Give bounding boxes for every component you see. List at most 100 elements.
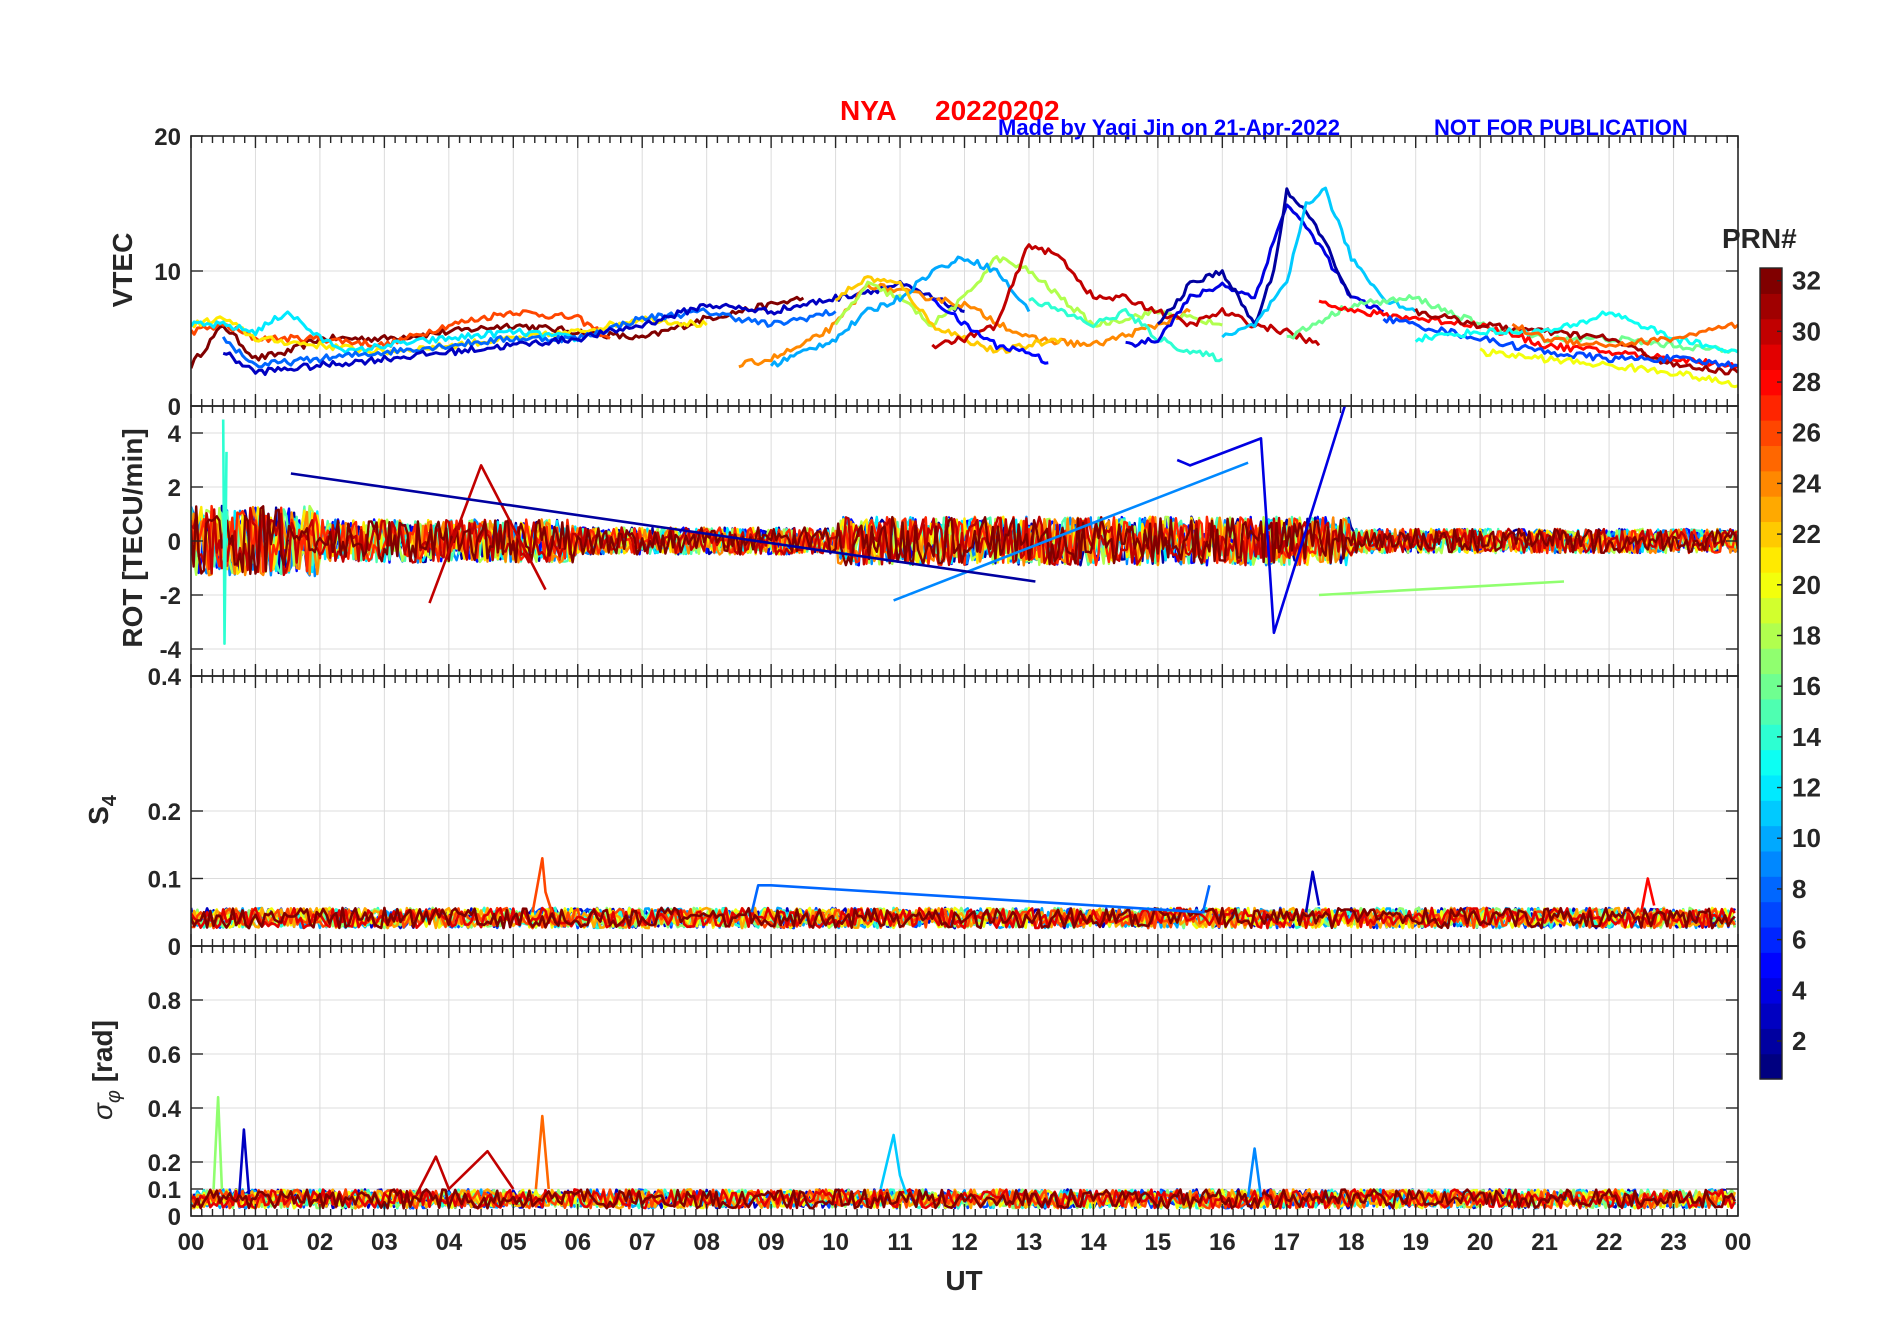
s4-series-line: [531, 856, 554, 913]
sigma_phi-series-line: [879, 1133, 908, 1195]
vtec-series-line: [1511, 321, 1738, 349]
colorbar-segment: [1760, 546, 1782, 573]
x-tick-label: 15: [1145, 1229, 1172, 1256]
y-tick-label: 0: [168, 934, 181, 961]
x-tick-label: 03: [371, 1229, 398, 1256]
colorbar-tick-label: 28: [1792, 367, 1821, 397]
colorbar-tick-label: 8: [1792, 874, 1806, 904]
rot-series-line: [893, 461, 1249, 602]
colorbar-segment: [1760, 876, 1782, 903]
vtec-ticks: 0 10 20: [154, 124, 1739, 421]
vtec-series-line: [1382, 315, 1738, 369]
colorbar-segment: [1760, 622, 1782, 649]
x-tick-label: 06: [564, 1229, 591, 1256]
x-tick-label: 21: [1531, 1229, 1558, 1256]
sigma-phi-panel: 00.10.2 0.4 0.6 0.8: [148, 945, 1739, 1231]
y-tick-label: 0.4: [148, 1096, 182, 1123]
colorbar-tick-label: 12: [1792, 773, 1821, 803]
x-tick-label: 04: [435, 1229, 462, 1256]
colorbar-segment: [1760, 420, 1782, 447]
colorbar-segment: [1760, 926, 1782, 953]
y-tick-label: 0.1: [148, 1177, 181, 1204]
s4-ticks: 0 0.1 0.2 0.4: [148, 664, 1739, 961]
x-tick-label: 18: [1338, 1229, 1365, 1256]
rot-series-line: [1176, 406, 1347, 635]
colorbar-segment: [1760, 496, 1782, 523]
colorbar-tick-label: 24: [1792, 468, 1821, 498]
colorbar-tick-label: 6: [1792, 925, 1806, 955]
s4-series-line: [750, 883, 1211, 914]
x-tick-label: 02: [307, 1229, 334, 1256]
y-tick-label: 0.1: [148, 867, 181, 894]
vtec-series-line: [191, 295, 805, 369]
colorbar-segment: [1760, 977, 1782, 1004]
colorbar-tick-label: 26: [1792, 418, 1821, 448]
y-tick-label: 4: [168, 421, 182, 448]
x-tick-label: 20: [1467, 1229, 1494, 1256]
rot-series-line: [1318, 580, 1565, 597]
sigma_phi-series-line: [212, 1095, 224, 1190]
colorbar-frame: [1759, 267, 1783, 1080]
colorbar-tick-label: 10: [1792, 823, 1821, 853]
y-tick-label: 0: [168, 394, 181, 421]
colorbar-segment: [1760, 394, 1782, 421]
sigma_phi-series-line: [534, 1114, 550, 1190]
colorbar-title: PRN#: [1722, 223, 1797, 254]
x-tick-label: 01: [242, 1229, 269, 1256]
colorbar-segment: [1760, 445, 1782, 472]
vtec-panel: 0 10 20: [154, 124, 1739, 421]
y-tick-label: 0.6: [148, 1042, 181, 1069]
colorbar-segment: [1760, 850, 1782, 877]
rot-noise-trace: [191, 505, 1738, 576]
x-axis-label: UT: [945, 1265, 982, 1296]
x-tick-label: 13: [1016, 1229, 1043, 1256]
y-tick-label: 0.2: [148, 1150, 181, 1177]
rot-series-line: [428, 464, 547, 604]
rot-series-line: [290, 472, 1036, 583]
colorbar-tick-label: 2: [1792, 1026, 1806, 1056]
colorbar-segment: [1760, 369, 1782, 396]
vtec-series-line: [1479, 347, 1738, 389]
x-tick-label: 05: [500, 1229, 527, 1256]
vtec-series-line: [834, 275, 1063, 354]
colorbar-segment: [1760, 749, 1782, 776]
colorbar-segment: [1760, 673, 1782, 700]
colorbar-segment: [1760, 1002, 1782, 1029]
x-tick-label: 17: [1273, 1229, 1300, 1256]
colorbar-segment: [1760, 698, 1782, 725]
x-tick-label: 14: [1080, 1229, 1107, 1256]
rot-ylabel: ROT [TECU/min]: [117, 428, 148, 647]
y-tick-label: 2: [168, 475, 181, 502]
colorbar-segment: [1760, 597, 1782, 624]
vtec-series-line: [1028, 297, 1224, 363]
y-tick-label: 0.8: [148, 988, 181, 1015]
colorbar-segment: [1760, 800, 1782, 827]
x-tick-label: 00: [178, 1229, 205, 1256]
colorbar-segment: [1760, 1028, 1782, 1055]
rot-panel: -4 -2 0 2 4: [160, 405, 1739, 677]
y-tick-label: -2: [160, 583, 181, 610]
colorbar-segment: [1760, 724, 1782, 751]
sigma_phi-series-line: [415, 1149, 515, 1195]
s4-series-line: [1304, 870, 1321, 913]
colorbar-tick-label: 30: [1792, 316, 1821, 346]
colorbar-segment: [1760, 293, 1782, 320]
x-tick-label: 09: [758, 1229, 785, 1256]
x-tick-label: 07: [629, 1229, 656, 1256]
colorbar-segment: [1760, 825, 1782, 852]
colorbar-segment: [1760, 1053, 1782, 1080]
sigma_phi-series-line: [238, 1128, 251, 1195]
x-tick-label: 23: [1660, 1229, 1687, 1256]
vtec-series-line: [221, 307, 837, 369]
colorbar-tick-label: 22: [1792, 519, 1821, 549]
y-tick-label: 20: [154, 124, 181, 151]
y-tick-label: 10: [154, 259, 181, 286]
x-tick-label: 19: [1402, 1229, 1429, 1256]
colorbar-tick-label: 20: [1792, 570, 1821, 600]
rot-ticks: -4 -2 0 2 4: [160, 406, 1739, 676]
colorbar-segment: [1760, 572, 1782, 599]
x-tick-label: 08: [693, 1229, 720, 1256]
colorbar-segment: [1760, 470, 1782, 497]
colorbar-tick-label: 14: [1792, 722, 1821, 752]
